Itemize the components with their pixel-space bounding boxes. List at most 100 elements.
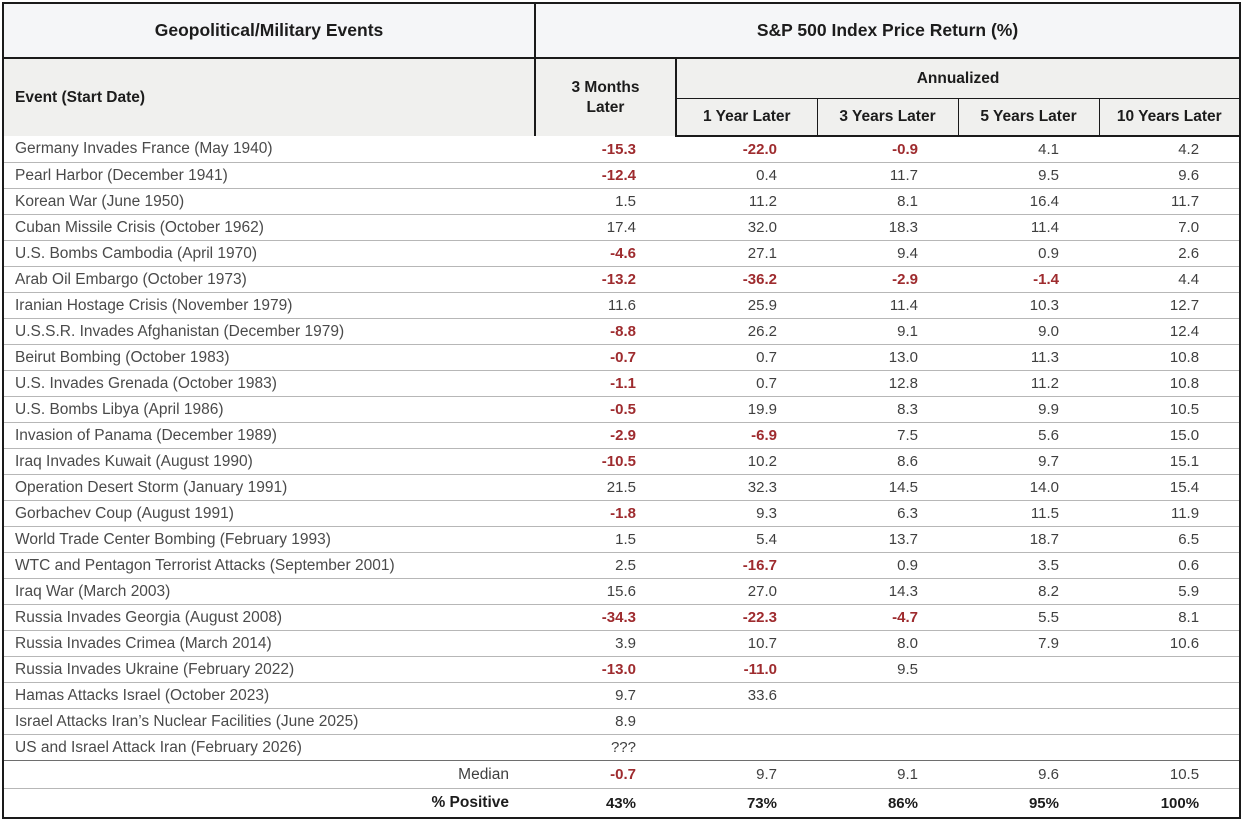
event-name: U.S. Bombs Cambodia (April 1970) xyxy=(3,240,535,267)
return-1-year: -11.0 xyxy=(676,656,817,683)
return-10-years xyxy=(1099,734,1241,761)
return-3-months: ??? xyxy=(535,734,676,761)
return-5-years xyxy=(958,656,1099,683)
return-5-years: 11.4 xyxy=(958,214,1099,241)
return-10-years: 6.5 xyxy=(1099,526,1241,553)
return-5-years: 9.7 xyxy=(958,448,1099,475)
return-3-months: 2.5 xyxy=(535,552,676,579)
return-1-year xyxy=(676,734,817,761)
event-name: Russia Invades Ukraine (February 2022) xyxy=(3,656,535,683)
event-row: Russia Invades Crimea (March 2014) 3.9 1… xyxy=(3,630,1241,657)
return-3-years: 11.7 xyxy=(817,162,958,189)
return-1-year: 0.7 xyxy=(676,370,817,397)
event-row: U.S.S.R. Invades Afghanistan (December 1… xyxy=(3,318,1241,345)
event-row: Operation Desert Storm (January 1991) 21… xyxy=(3,474,1241,501)
column-header-annualized: Annualized xyxy=(676,58,1241,99)
return-3-years: -0.9 xyxy=(892,141,918,158)
event-name: Russia Invades Crimea (March 2014) xyxy=(3,630,535,657)
return-3-years: 8.3 xyxy=(817,396,958,423)
return-10-years xyxy=(1099,656,1241,683)
return-3-months: -10.5 xyxy=(535,448,676,475)
return-10-years: 15.1 xyxy=(1099,448,1241,475)
header-row-annualized: 1 Year Later 3 Years Later 5 Years Later… xyxy=(3,98,1241,137)
event-row: Cuban Missile Crisis (October 1962) 17.4… xyxy=(3,214,1241,241)
return-5-years: 7.9 xyxy=(958,630,1099,657)
return-1-year: -6.9 xyxy=(676,422,817,449)
event-name: Iraq War (March 2003) xyxy=(3,578,535,605)
return-3-years xyxy=(817,708,958,735)
return-3-years: 12.8 xyxy=(817,370,958,397)
event-row: Hamas Attacks Israel (October 2023) 9.7 … xyxy=(3,682,1241,709)
return-10-years: 7.0 xyxy=(1099,214,1241,241)
return-10-years: 12.7 xyxy=(1099,292,1241,319)
table-title-returns: S&P 500 Index Price Return (%) xyxy=(535,3,1241,59)
event-name: Arab Oil Embargo (October 1973) xyxy=(3,266,535,293)
return-1-year: 10.2 xyxy=(676,448,817,475)
return-1-year: 9.3 xyxy=(676,500,817,527)
return-5-years: 11.5 xyxy=(958,500,1099,527)
event-name: US and Israel Attack Iran (February 2026… xyxy=(3,734,535,761)
return-1-year: 5.4 xyxy=(676,526,817,553)
return-3-months: 11.6 xyxy=(535,292,676,319)
column-header-event: Event (Start Date) xyxy=(3,58,536,136)
return-10-years: 0.6 xyxy=(1099,552,1241,579)
return-1-year xyxy=(676,708,817,735)
pct-5y: 95% xyxy=(958,788,1099,818)
return-1-year: -22.3 xyxy=(676,604,817,631)
return-3-years: 9.5 xyxy=(817,656,958,683)
return-3-years: 13.0 xyxy=(817,344,958,371)
return-3-months: 8.9 xyxy=(535,708,676,735)
return-5-years: 9.9 xyxy=(958,396,1099,423)
return-5-years: 18.7 xyxy=(958,526,1099,553)
return-10-years: 2.6 xyxy=(1099,240,1241,267)
title-row: Geopolitical/Military Events S&P 500 Ind… xyxy=(3,3,1241,59)
return-3-years: 9.1 xyxy=(817,318,958,345)
pct-10y: 100% xyxy=(1099,788,1241,818)
return-3-years: 7.5 xyxy=(817,422,958,449)
return-10-years xyxy=(1099,708,1241,735)
median-1y: 9.7 xyxy=(676,760,817,789)
return-5-years: 0.9 xyxy=(958,240,1099,267)
return-5-years: 3.5 xyxy=(958,552,1099,579)
return-3-months: -13.0 xyxy=(535,656,676,683)
event-name: Korean War (June 1950) xyxy=(3,188,535,215)
return-3-months: 1.5 xyxy=(535,188,676,215)
return-3-years xyxy=(817,734,958,761)
return-10-years: 9.6 xyxy=(1099,162,1241,189)
event-row: U.S. Bombs Libya (April 1986) -0.5 19.9 … xyxy=(3,396,1241,423)
return-3-years xyxy=(817,682,958,709)
return-1-year: 26.2 xyxy=(676,318,817,345)
event-row: Russia Invades Ukraine (February 2022) -… xyxy=(3,656,1241,683)
pct-3m: 43% xyxy=(535,788,676,818)
event-name: U.S. Invades Grenada (October 1983) xyxy=(3,370,535,397)
median-3y: 9.1 xyxy=(817,760,958,789)
return-5-years xyxy=(958,734,1099,761)
table-title-events: Geopolitical/Military Events xyxy=(3,3,536,59)
return-3-months: 9.7 xyxy=(535,682,676,709)
percent-positive-label: % Positive xyxy=(3,788,535,818)
return-3-months: 15.6 xyxy=(535,578,676,605)
event-name: Germany Invades France (May 1940) xyxy=(15,140,273,157)
event-name: U.S. Bombs Libya (April 1986) xyxy=(3,396,535,423)
event-row: Israel Attacks Iran’s Nuclear Facilities… xyxy=(3,708,1241,735)
return-3-years: 14.3 xyxy=(817,578,958,605)
return-3-years: 11.4 xyxy=(817,292,958,319)
event-name: WTC and Pentagon Terrorist Attacks (Sept… xyxy=(3,552,535,579)
return-5-years xyxy=(958,708,1099,735)
pct-3y: 86% xyxy=(817,788,958,818)
column-header-3-years: 3 Years Later xyxy=(817,98,959,137)
return-5-years: 9.5 xyxy=(958,162,1099,189)
return-3-years: 8.0 xyxy=(817,630,958,657)
return-10-years: 11.7 xyxy=(1099,188,1241,215)
event-name: Russia Invades Georgia (August 2008) xyxy=(3,604,535,631)
return-1-year: 0.7 xyxy=(676,344,817,371)
return-1-year: 27.1 xyxy=(676,240,817,267)
return-3-months: 3.9 xyxy=(535,630,676,657)
event-name: Cuban Missile Crisis (October 1962) xyxy=(3,214,535,241)
event-name: Gorbachev Coup (August 1991) xyxy=(3,500,535,527)
event-row: Beirut Bombing (October 1983) -0.7 0.7 1… xyxy=(3,344,1241,371)
return-3-months: 17.4 xyxy=(535,214,676,241)
return-5-years: 11.3 xyxy=(958,344,1099,371)
return-1-year: 11.2 xyxy=(676,188,817,215)
